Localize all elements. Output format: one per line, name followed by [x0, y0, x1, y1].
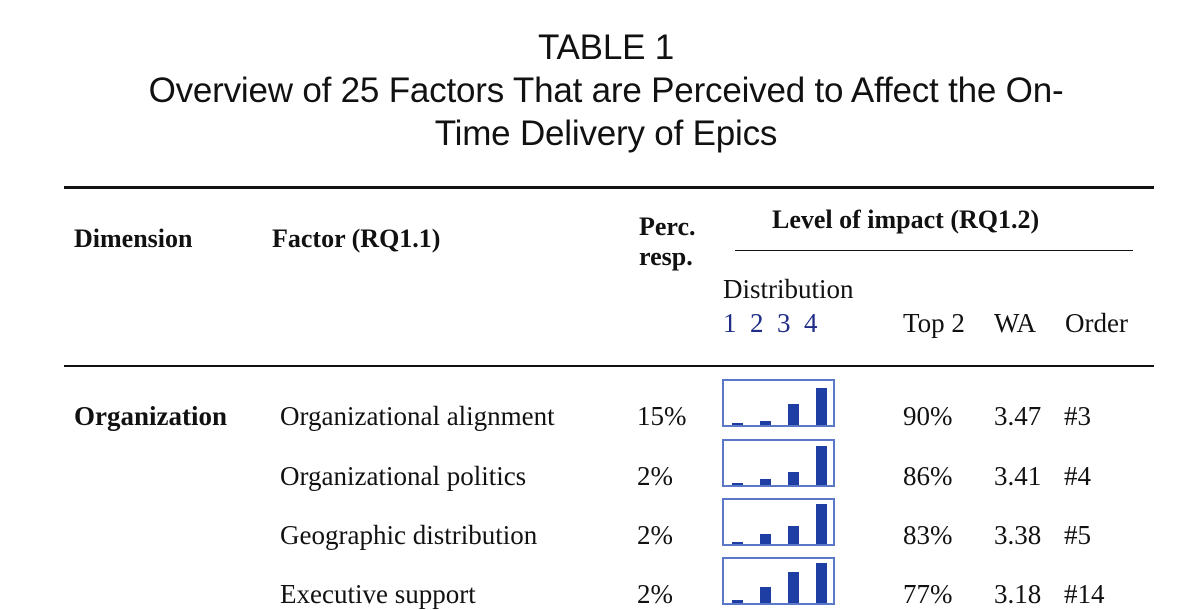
distribution-sparkline	[722, 439, 835, 487]
row-order: #14	[1064, 579, 1105, 609]
row-wa: 3.18	[994, 579, 1042, 609]
row-wa: 3.38	[994, 520, 1042, 550]
distribution-bar-4	[816, 388, 827, 425]
scale-2: 2	[750, 308, 764, 338]
table-number: TABLE 1	[537, 28, 675, 67]
table-caption-line-1: Overview of 25 Factors That are Perceive…	[148, 71, 1064, 110]
row-factor: Organizational alignment	[280, 401, 555, 431]
row-order: #4	[1064, 461, 1091, 491]
row-order: #5	[1064, 520, 1091, 550]
row-perc: 15%	[637, 401, 687, 431]
row-wa: 3.47	[994, 401, 1042, 431]
distribution-bar-2	[760, 587, 771, 603]
table-title: TABLE 1 Overview of 25 Factors That are …	[0, 26, 1200, 155]
distribution-bar-2	[760, 534, 771, 544]
row-factor: Organizational politics	[280, 461, 527, 491]
header-level-of-impact: Level of impact (RQ1.2)	[772, 205, 1040, 234]
header-perc-resp: Perc. resp.	[639, 212, 696, 272]
distribution-bar-1	[732, 542, 743, 544]
row-top2: 86%	[903, 461, 953, 491]
header-top2: Top 2	[903, 308, 965, 338]
scale-1: 1	[723, 308, 737, 338]
header-wa: WA	[994, 308, 1036, 338]
header-order: Order	[1065, 308, 1128, 338]
header-perc-line1: Perc.	[639, 212, 696, 241]
distribution-bar-2	[760, 421, 771, 425]
distribution-bar-3	[788, 526, 799, 544]
distribution-sparkline	[722, 557, 835, 605]
row-top2: 90%	[903, 401, 953, 431]
header-bottom-rule	[64, 365, 1154, 367]
row-dimension: Organization	[74, 401, 227, 431]
row-factor: Geographic distribution	[280, 520, 538, 550]
table-caption-line-2: Time Delivery of Epics	[434, 114, 778, 153]
scale-3: 3	[777, 308, 791, 338]
distribution-bar-1	[732, 423, 743, 425]
row-factor: Executive support	[280, 579, 476, 609]
distribution-bar-2	[760, 479, 771, 485]
distribution-bar-3	[788, 404, 799, 425]
row-top2: 83%	[903, 520, 953, 550]
distribution-sparkline	[722, 379, 835, 427]
distribution-sparkline	[722, 498, 835, 546]
scale-4: 4	[804, 308, 818, 338]
impact-header-rule	[735, 250, 1133, 251]
row-perc: 2%	[637, 520, 673, 550]
distribution-bar-4	[816, 504, 827, 544]
header-dimension: Dimension	[74, 224, 193, 253]
distribution-bar-4	[816, 563, 827, 603]
header-distribution: Distribution	[723, 274, 854, 304]
header-perc-line2: resp.	[639, 242, 693, 271]
header-factor: Factor (RQ1.1)	[272, 224, 441, 253]
distribution-scale: 1 2 3 4	[723, 308, 818, 339]
row-order: #3	[1064, 401, 1091, 431]
distribution-bar-1	[732, 483, 743, 485]
distribution-bar-1	[732, 600, 743, 603]
row-perc: 2%	[637, 579, 673, 609]
row-perc: 2%	[637, 461, 673, 491]
top-rule	[64, 186, 1154, 189]
row-wa: 3.41	[994, 461, 1042, 491]
distribution-bar-3	[788, 572, 799, 603]
distribution-bar-4	[816, 446, 827, 485]
distribution-bar-3	[788, 472, 799, 485]
row-top2: 77%	[903, 579, 953, 609]
